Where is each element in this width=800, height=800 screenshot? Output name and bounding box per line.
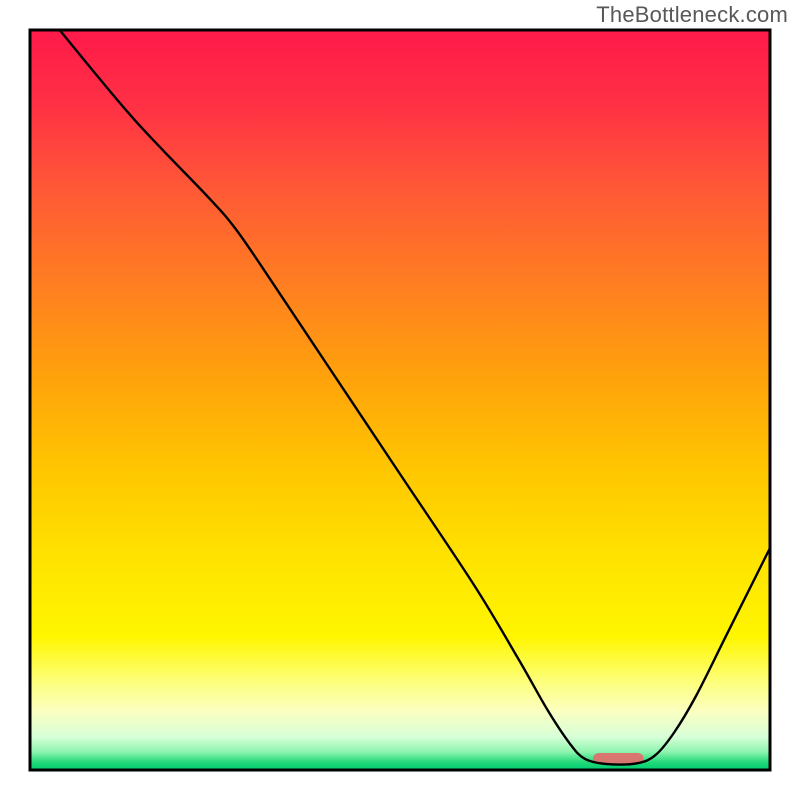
optimum-marker (593, 753, 643, 763)
plot-background (30, 30, 770, 770)
chart-container: { "watermark": { "text": "TheBottleneck.… (0, 0, 800, 800)
bottleneck-chart (0, 0, 800, 800)
